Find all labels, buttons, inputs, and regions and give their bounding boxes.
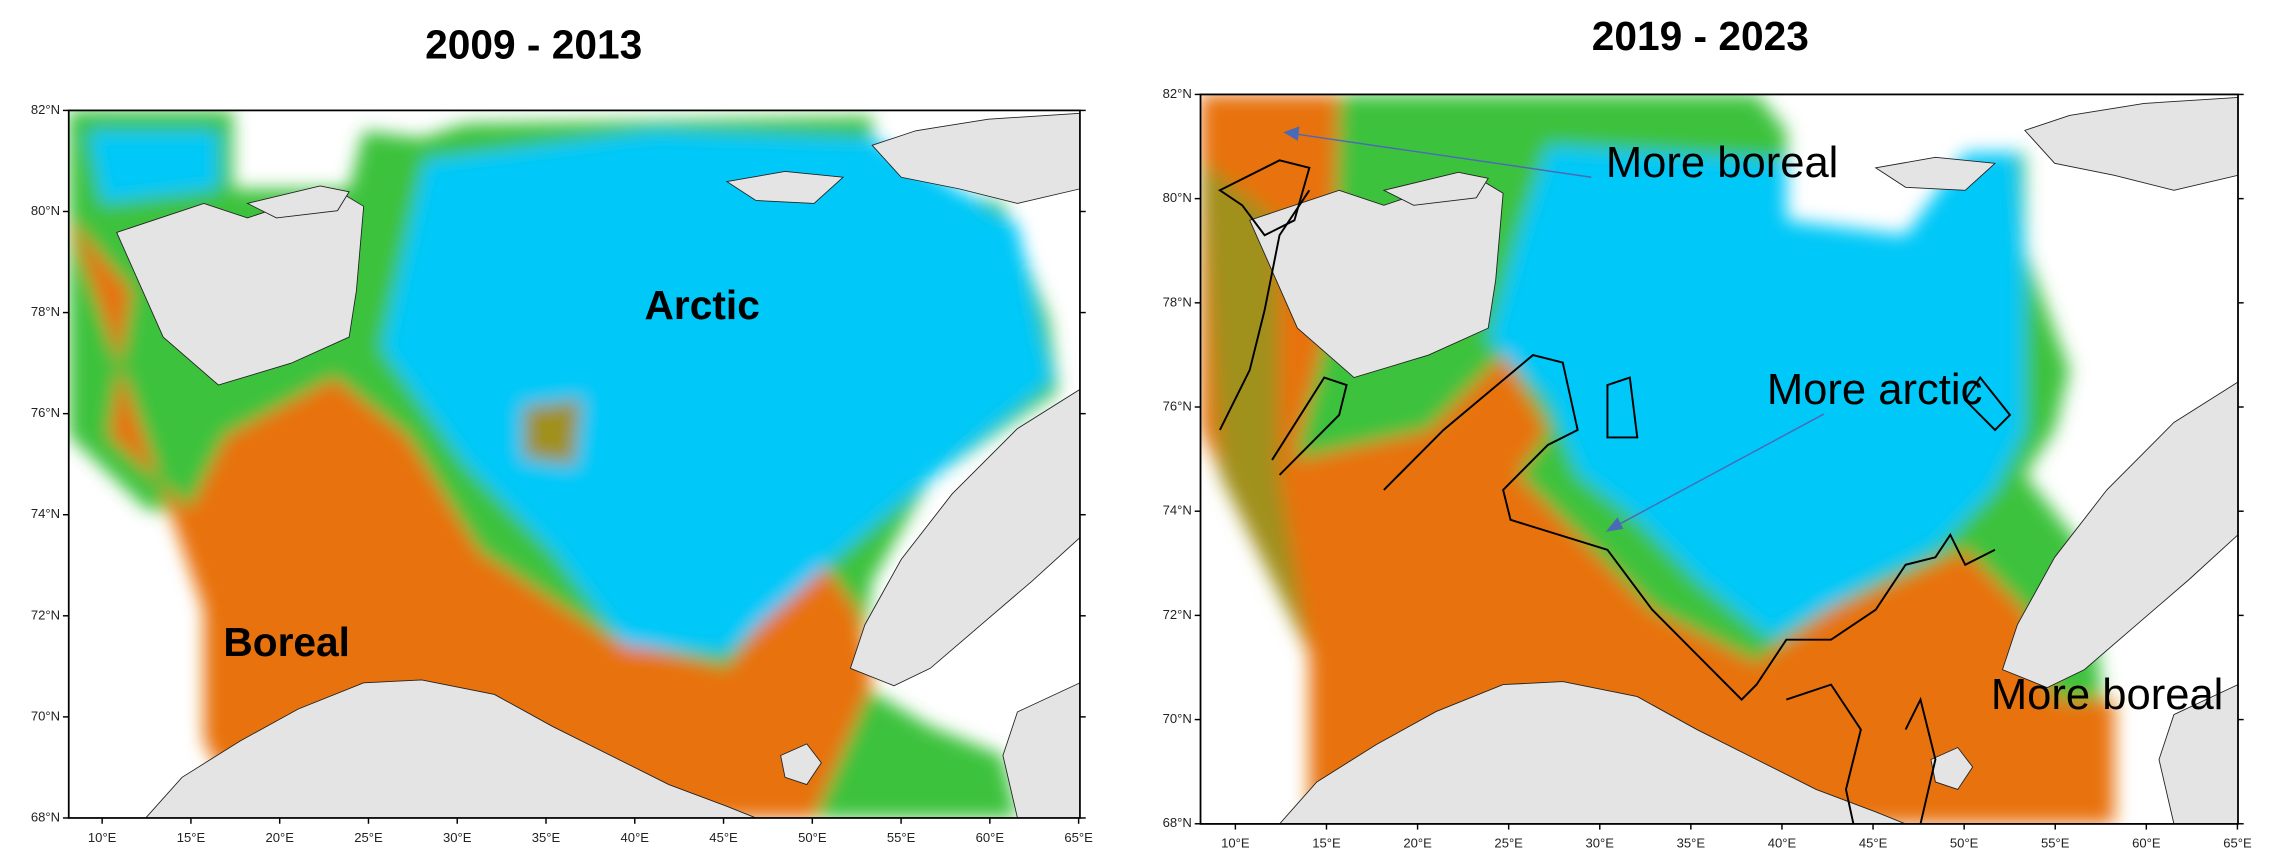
lat-label: 68°N: [31, 809, 60, 824]
lon-label: 55°E: [887, 830, 916, 845]
lon-label: 55°E: [2041, 836, 2070, 851]
lon-label: 15°E: [177, 830, 206, 845]
lon-label: 10°E: [1221, 836, 1250, 851]
lat-label: 74°N: [1163, 503, 1192, 518]
lat-label: 76°N: [31, 405, 60, 420]
lat-label: 80°N: [1163, 190, 1192, 205]
map-left: [67, 109, 1081, 819]
lon-label: 60°E: [976, 830, 1005, 845]
lat-label: 78°N: [31, 304, 60, 319]
lat-label: 82°N: [1163, 86, 1192, 101]
lon-label: 15°E: [1312, 836, 1341, 851]
lat-label: 82°N: [31, 102, 60, 117]
lon-label: 20°E: [1403, 836, 1432, 851]
lon-label: 25°E: [1494, 836, 1523, 851]
lon-label: 65°E: [1064, 830, 1093, 845]
map-right: [1199, 93, 2239, 825]
lon-label: 35°E: [1677, 836, 1706, 851]
lat-label: 68°N: [1163, 815, 1192, 830]
annotation: More boreal: [1606, 139, 1839, 187]
lon-label: 10°E: [88, 830, 117, 845]
panel-title: 2009 - 2013: [425, 22, 642, 68]
annotation: Arctic: [645, 282, 760, 328]
lat-label: 72°N: [1163, 607, 1192, 622]
lon-label: 40°E: [1768, 836, 1797, 851]
lat-label: 80°N: [31, 203, 60, 218]
lat-label: 76°N: [1163, 398, 1192, 413]
lat-label: 78°N: [1163, 294, 1192, 309]
lat-label: 70°N: [31, 708, 60, 723]
lon-label: 30°E: [443, 830, 472, 845]
lat-label: 72°N: [31, 607, 60, 622]
lat-label: 74°N: [31, 506, 60, 521]
change-contours: [1217, 159, 2012, 824]
lon-label: 45°E: [1859, 836, 1888, 851]
annotation: More arctic: [1767, 366, 1983, 414]
lon-label: 50°E: [1950, 836, 1979, 851]
panel-title: 2019 - 2023: [1592, 13, 1809, 59]
lon-label: 35°E: [532, 830, 561, 845]
lon-label: 20°E: [265, 830, 294, 845]
lon-label: 40°E: [621, 830, 650, 845]
lon-label: 50°E: [798, 830, 827, 845]
lon-label: 25°E: [354, 830, 383, 845]
lon-label: 30°E: [1586, 836, 1615, 851]
lon-label: 45°E: [709, 830, 738, 845]
annotation: Boreal: [223, 619, 350, 665]
annotation-arrows: [1283, 126, 1825, 532]
lon-label: 65°E: [2223, 836, 2252, 851]
lon-label: 60°E: [2132, 836, 2161, 851]
lat-label: 70°N: [1163, 711, 1192, 726]
annotation: More boreal: [1991, 671, 2224, 719]
